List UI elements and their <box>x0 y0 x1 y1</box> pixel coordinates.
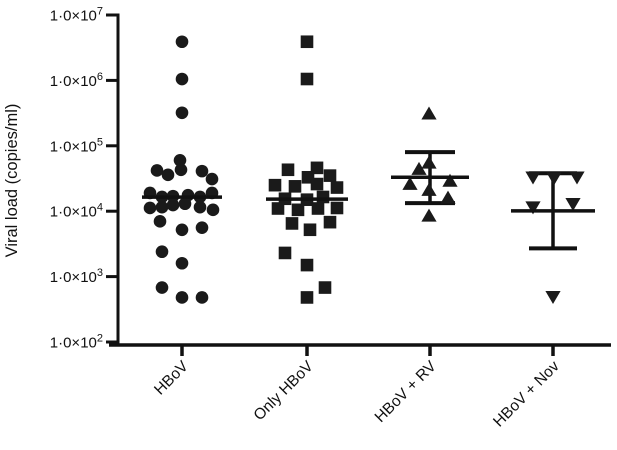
data-point <box>440 190 456 204</box>
data-point <box>278 246 292 260</box>
y-tick-label: 1·0×105 <box>50 136 103 155</box>
data-point <box>161 168 175 182</box>
data-point <box>291 203 305 217</box>
data-point <box>175 35 189 49</box>
data-point <box>525 171 541 185</box>
data-point <box>178 197 192 211</box>
data-point <box>206 203 220 217</box>
x-tick-label: HBoV <box>151 357 192 398</box>
x-tick-label: Only HBoV <box>251 357 318 424</box>
data-point <box>288 180 302 193</box>
data-point <box>318 281 332 294</box>
data-point <box>411 161 427 175</box>
data-point <box>174 163 188 177</box>
data-point <box>268 178 282 192</box>
x-tick-label: HBoV + Nov <box>490 358 563 431</box>
data-point <box>155 281 169 294</box>
data-point <box>323 215 337 229</box>
data-point <box>545 291 561 305</box>
data-point <box>285 217 299 230</box>
data-point <box>300 72 314 86</box>
data-point <box>195 291 209 304</box>
data-point <box>525 201 541 215</box>
data-point <box>195 164 209 178</box>
data-point <box>175 256 189 270</box>
data-point <box>421 208 437 222</box>
data-point <box>565 197 581 211</box>
x-tick-label: HBoV + RV <box>372 357 441 426</box>
y-axis-title: Viral load (copies/ml) <box>3 103 21 258</box>
data-point <box>155 245 169 259</box>
data-point <box>300 291 314 304</box>
data-point <box>155 200 169 214</box>
y-tick-label: 1·0×106 <box>50 71 103 90</box>
data-point <box>195 221 209 234</box>
data-point <box>300 35 314 49</box>
data-point <box>271 202 285 215</box>
y-tick-label: 1·0×104 <box>50 202 103 221</box>
data-point <box>175 291 189 304</box>
data-point <box>569 171 585 185</box>
data-point <box>166 198 180 212</box>
data-point <box>173 154 187 167</box>
data-point <box>311 202 325 215</box>
data-point <box>330 181 344 194</box>
data-point <box>143 201 157 215</box>
data-point <box>150 164 164 177</box>
data-point <box>153 215 167 228</box>
data-point <box>175 72 189 86</box>
data-point <box>175 223 189 237</box>
y-tick-label: 1·0×102 <box>50 333 103 352</box>
data-point <box>323 169 337 182</box>
data-point <box>442 173 458 187</box>
y-tick-label: 1·0×103 <box>50 267 103 286</box>
y-tick-label: 1·0×107 <box>50 6 103 25</box>
data-point <box>402 176 418 190</box>
data-point <box>281 163 295 177</box>
data-point <box>300 258 314 272</box>
data-point <box>421 155 437 169</box>
data-point <box>421 182 437 196</box>
data-point <box>316 190 330 204</box>
data-point <box>175 106 189 120</box>
data-point <box>421 106 437 120</box>
data-point <box>310 177 324 191</box>
data-point <box>193 200 207 214</box>
data-point <box>330 201 344 215</box>
data-point <box>303 223 317 237</box>
data-point <box>546 172 562 186</box>
data-point <box>205 172 219 186</box>
